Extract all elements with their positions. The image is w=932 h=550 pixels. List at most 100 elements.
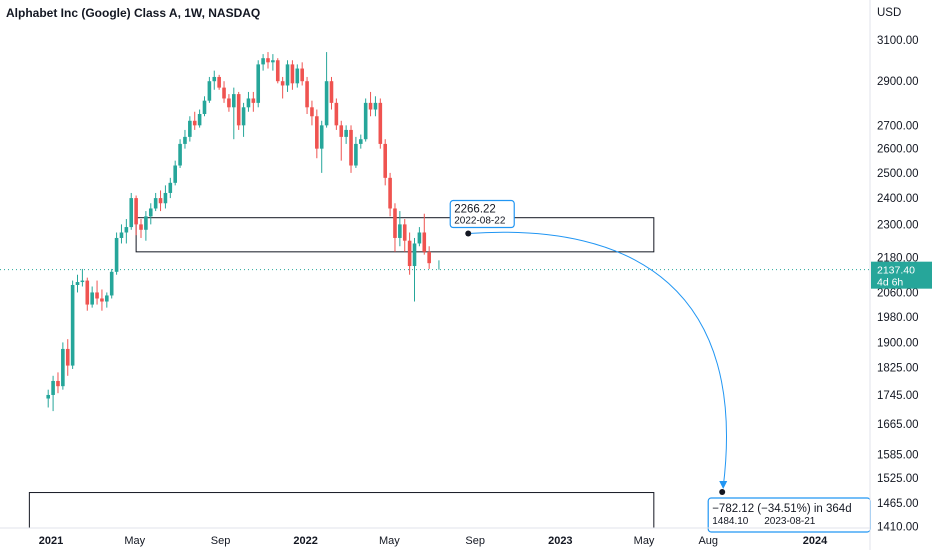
- candle-body: [46, 394, 51, 399]
- candle-body: [261, 58, 265, 65]
- candle-body: [295, 68, 300, 84]
- last-price-tag-bg: [871, 261, 932, 289]
- candle: [144, 211, 148, 241]
- chart-title: Alphabet Inc (Google) Class A, 1W, NASDA…: [6, 6, 260, 20]
- candle-body: [61, 348, 65, 387]
- candle: [407, 232, 412, 275]
- price-tick-label: 1825.00: [877, 362, 919, 374]
- candle-body: [163, 192, 168, 204]
- last-price-countdown: 4d 6h: [877, 277, 903, 289]
- candle: [315, 109, 319, 159]
- candle: [51, 375, 55, 412]
- candle: [422, 213, 427, 255]
- candle-body: [422, 232, 427, 252]
- candle: [412, 237, 417, 302]
- candle-body: [378, 102, 383, 144]
- candle: [158, 190, 163, 212]
- candle: [290, 60, 295, 90]
- candles-layer: [46, 52, 440, 412]
- time-scale[interactable]: 2021 May Sep 2022 May Sep 2023 May Aug 2024: [39, 535, 828, 547]
- price-scale[interactable]: 3100.00 2900.00 2700.00 2600.00 2500.00 2400.…: [877, 35, 919, 534]
- candle: [349, 125, 353, 173]
- candle-body: [427, 251, 431, 264]
- end-price: 1484.10: [712, 516, 749, 527]
- projection-arrowhead: [719, 480, 728, 489]
- candle-body: [275, 60, 280, 82]
- candle-body: [192, 120, 197, 126]
- candle-body: [202, 100, 207, 115]
- candle-body: [217, 76, 221, 88]
- projection-curve[interactable]: [468, 231, 727, 488]
- candle: [183, 129, 187, 149]
- candle: [153, 192, 158, 212]
- candle: [70, 280, 75, 369]
- time-tick-label: Sep: [465, 535, 485, 547]
- candle-body: [417, 232, 422, 244]
- candle-body: [56, 380, 60, 387]
- candle-body: [114, 237, 119, 272]
- candle-body: [402, 224, 407, 241]
- candle: [105, 292, 109, 308]
- candle-body: [212, 76, 217, 82]
- price-tick-label: 2060.00: [877, 287, 919, 299]
- price-tick-label: 1525.00: [877, 473, 919, 485]
- candle: [334, 98, 339, 130]
- candle-body: [412, 243, 417, 267]
- candle: [139, 219, 143, 238]
- candle-body: [310, 107, 314, 117]
- candle-body: [153, 198, 158, 209]
- candle-body: [344, 129, 348, 137]
- candle-body: [363, 102, 368, 140]
- projection-end-point[interactable]: [719, 488, 726, 495]
- candle: [178, 139, 182, 168]
- candle: [90, 286, 94, 308]
- projection-start-point[interactable]: [465, 230, 472, 237]
- candle-body: [319, 125, 324, 149]
- candle: [124, 219, 129, 244]
- candle: [80, 268, 85, 287]
- candle: [148, 203, 153, 225]
- candle: [417, 227, 422, 247]
- candle-body: [178, 143, 182, 166]
- price-tick-label: 2500.00: [877, 168, 919, 180]
- time-tick-label: 2022: [293, 535, 317, 547]
- candle-body: [236, 94, 241, 126]
- candle: [173, 160, 177, 186]
- candle: [358, 134, 363, 149]
- candle: [344, 125, 348, 144]
- candle-body: [349, 129, 353, 166]
- candle-body: [246, 98, 251, 108]
- candle: [285, 60, 290, 92]
- candle-body: [305, 81, 309, 108]
- candle-body: [373, 102, 378, 110]
- time-tick-label: Aug: [698, 535, 718, 547]
- price-tick-label: 2180.00: [877, 252, 919, 264]
- candle: [227, 94, 231, 112]
- candle: [271, 54, 275, 71]
- candle-body: [388, 177, 392, 209]
- candle: [300, 62, 304, 86]
- candle-body: [158, 198, 163, 204]
- candle: [85, 277, 90, 311]
- candle: [197, 109, 202, 128]
- candle-body: [119, 232, 124, 238]
- candle-body: [109, 271, 114, 296]
- candle-body: [148, 208, 153, 217]
- price-tick-label: 2900.00: [877, 76, 919, 88]
- candle-body: [95, 292, 99, 299]
- candle-body: [85, 280, 90, 305]
- candle: [256, 60, 261, 108]
- candle-body: [256, 64, 261, 103]
- candle: [373, 96, 378, 117]
- candle-body: [241, 107, 246, 126]
- candle: [319, 120, 324, 173]
- price-tick-label: 2300.00: [877, 219, 919, 231]
- candle: [129, 192, 134, 230]
- candle: [378, 98, 383, 149]
- candle-body: [354, 143, 358, 166]
- candle: [232, 87, 236, 140]
- time-tick-label: 2021: [39, 535, 63, 547]
- candle-body: [407, 240, 412, 267]
